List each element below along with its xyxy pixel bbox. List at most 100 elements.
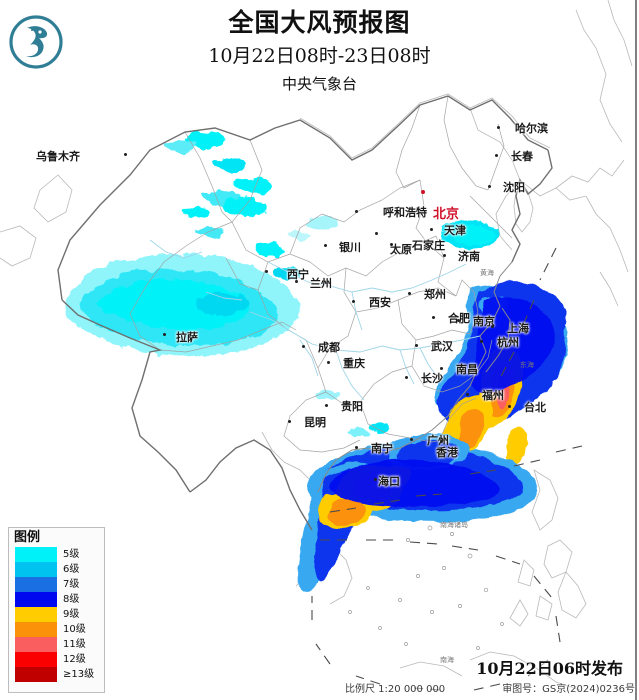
legend-title: 图例: [14, 530, 41, 545]
city-label: 太原: [390, 243, 412, 256]
city-label: 石家庄: [412, 239, 445, 252]
city-marker-dot: [405, 376, 408, 379]
legend-label: 10级: [63, 624, 86, 635]
release-time: 10月22日06时发布: [476, 659, 623, 678]
city-marker-dot: [440, 367, 443, 370]
city-marker-dot: [265, 270, 268, 273]
sea-region-label: 东海: [520, 361, 534, 369]
city-label: 昆明: [304, 416, 326, 429]
city-label: 南京: [473, 315, 495, 328]
city-marker-dot: [324, 244, 327, 247]
city-label: 西宁: [287, 268, 309, 281]
city-marker-dot: [124, 153, 127, 156]
sea-region-label: 南海诸岛: [440, 521, 468, 529]
legend-row: 7级: [9, 577, 104, 592]
city-label: 沈阳: [503, 181, 525, 194]
legend-label: 7级: [63, 579, 80, 590]
legend-row: 8级: [9, 592, 104, 607]
city-marker-dot: [327, 361, 330, 364]
legend-rows: 5级 6级 7级 8级 9级 10级 11级 12级 ≥13级: [9, 547, 104, 682]
city-marker-dot: [352, 300, 355, 303]
city-marker-dot: [440, 440, 443, 443]
legend-swatch: [15, 622, 57, 637]
city-marker-dot: [295, 280, 298, 283]
city-marker-dot: [415, 344, 418, 347]
legend-row: 9级: [9, 607, 104, 622]
city-marker-dot: [355, 210, 358, 213]
city-label: 贵阳: [341, 400, 363, 413]
city-label: 兰州: [310, 277, 332, 290]
city-marker-dot: [374, 478, 377, 481]
city-label: 乌鲁木齐: [36, 150, 80, 163]
legend-label: 8级: [63, 594, 80, 605]
legend-swatch: [15, 547, 57, 562]
legend-row: 11级: [9, 637, 104, 652]
map-approval-number: 审图号：GS京(2024)0236号: [502, 684, 635, 695]
legend-swatch: [15, 577, 57, 592]
city-label: 广州: [427, 434, 449, 447]
city-label: 香港: [436, 446, 458, 459]
city-marker-dot: [457, 319, 460, 322]
city-label: 福州: [482, 389, 504, 402]
city-marker-dot: [488, 185, 491, 188]
legend-label: 9级: [63, 609, 80, 620]
rivers: [149, 239, 481, 401]
province-boundaries: [129, 95, 513, 453]
sea-region-label: 黄海: [480, 269, 494, 277]
city-marker-dot: [432, 316, 435, 319]
city-label: 哈尔滨: [515, 122, 548, 135]
footer-meta: 比例尺 1:20 000 000 审图号：GS京(2024)0236号: [345, 680, 635, 695]
legend-row: 5级: [9, 547, 104, 562]
legend-swatch: [15, 562, 57, 577]
legend-swatch: [15, 637, 57, 652]
legend-label: ≥13级: [63, 669, 95, 680]
city-label: 北京: [433, 207, 460, 222]
legend-row: 10级: [9, 622, 104, 637]
legend-label: 11级: [63, 639, 86, 650]
map-scale: 比例尺 1:20 000 000: [345, 684, 446, 695]
city-marker-dot: [325, 404, 328, 407]
legend-label: 6级: [63, 564, 80, 575]
city-marker-dot: [497, 126, 500, 129]
city-label: 重庆: [343, 357, 365, 370]
city-label: 上海: [507, 322, 529, 335]
city-label: 长春: [511, 150, 533, 163]
city-marker-dot: [408, 292, 411, 295]
legend-label: 5级: [63, 549, 80, 560]
legend-row: 6级: [9, 562, 104, 577]
city-marker-dot: [410, 438, 413, 441]
city-marker-dot: [163, 333, 166, 336]
city-label: 南宁: [371, 442, 393, 455]
wind-level-5-areas: [64, 131, 500, 438]
city-marker-dot: [355, 446, 358, 449]
sea-region-label: 南海: [440, 656, 454, 664]
legend-swatch: [15, 607, 57, 622]
city-label: 成都: [318, 341, 340, 354]
city-label: 武汉: [431, 340, 453, 353]
city-label: 济南: [458, 250, 480, 263]
legend-swatch: [15, 667, 57, 682]
city-marker-dot: [421, 190, 425, 194]
city-marker-dot: [480, 340, 483, 343]
city-marker-dot: [443, 254, 446, 257]
city-label: 天津: [444, 224, 466, 237]
city-label: 呼和浩特: [383, 206, 427, 219]
city-label: 南昌: [456, 363, 478, 376]
dashed-boundaries: [311, 247, 583, 691]
city-marker-dot: [495, 154, 498, 157]
city-label: 郑州: [424, 288, 446, 301]
city-marker-dot: [430, 228, 433, 231]
legend-swatch: [15, 592, 57, 607]
city-label: 台北: [524, 401, 546, 414]
city-marker-dot: [466, 393, 469, 396]
city-label: 杭州: [497, 336, 519, 349]
legend-row: 12级: [9, 652, 104, 667]
legend-swatch: [15, 652, 57, 667]
city-marker-dot: [508, 405, 511, 408]
city-marker-dot: [288, 420, 291, 423]
city-label: 合肥: [448, 310, 470, 326]
city-marker-dot: [375, 232, 378, 235]
city-label: 银川: [339, 241, 361, 254]
